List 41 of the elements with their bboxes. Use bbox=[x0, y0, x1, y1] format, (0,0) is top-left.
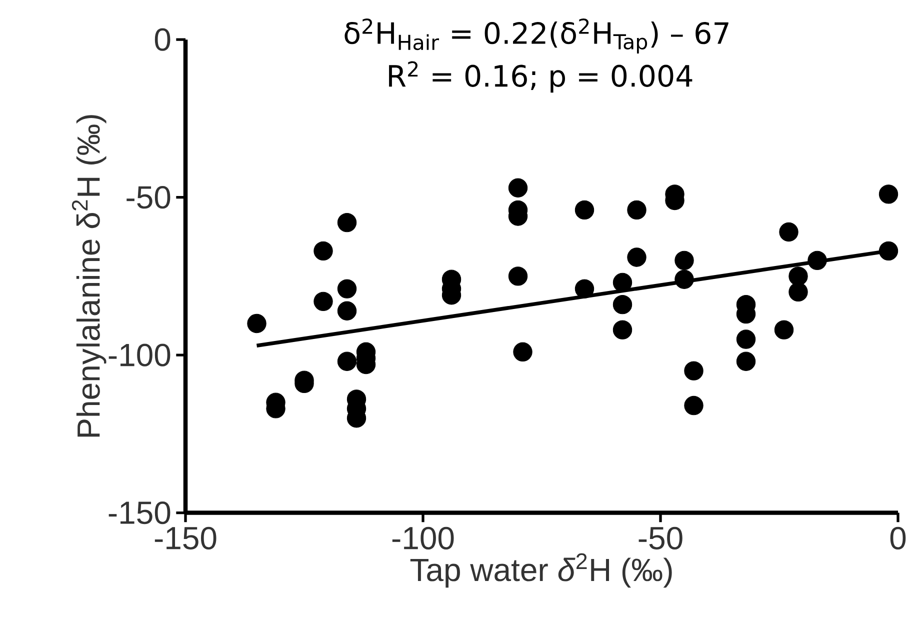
point bbox=[779, 222, 798, 242]
x-tick-label: 0 bbox=[890, 526, 906, 550]
point bbox=[314, 292, 333, 312]
point bbox=[674, 270, 694, 289]
y-tick-label: 0 bbox=[154, 28, 170, 51]
point bbox=[684, 361, 704, 380]
chart-title: δ$^{2}$H$_{Hair}$ = 0.22(δ$^{2}$H$_{Tap}$) – 67 bbox=[344, 18, 728, 54]
point bbox=[736, 330, 756, 349]
point bbox=[247, 314, 266, 334]
text: R$^{2}$ = 0.16; p = 0.004 bbox=[389, 61, 692, 93]
x-tick-label: -100 bbox=[392, 526, 454, 550]
point bbox=[337, 212, 357, 232]
point bbox=[513, 342, 532, 362]
point bbox=[574, 200, 594, 220]
point bbox=[788, 282, 808, 302]
point bbox=[627, 248, 646, 267]
point bbox=[774, 320, 794, 340]
x-axis-title: Tap water δ$^{2}$H (‰) bbox=[410, 553, 672, 588]
point bbox=[337, 279, 357, 298]
point bbox=[736, 352, 756, 371]
point bbox=[627, 200, 646, 220]
point bbox=[314, 241, 333, 261]
point bbox=[508, 178, 528, 198]
point bbox=[684, 396, 704, 416]
point bbox=[574, 279, 594, 298]
point bbox=[337, 352, 357, 371]
point bbox=[878, 184, 898, 204]
point bbox=[788, 266, 808, 286]
y-axis-title: Phenylalanine δ$^{2}$H (‰) bbox=[72, 115, 106, 437]
point bbox=[337, 301, 357, 320]
y-tick-label: -150 bbox=[108, 501, 170, 524]
point bbox=[878, 241, 898, 261]
x-tick-label: -50 bbox=[638, 526, 682, 550]
point bbox=[612, 294, 632, 314]
y-tick-label: -50 bbox=[126, 186, 170, 209]
point bbox=[674, 250, 694, 270]
point bbox=[808, 250, 827, 270]
x-tick-label: -150 bbox=[154, 526, 216, 550]
point bbox=[612, 320, 632, 340]
y-tick-label: -100 bbox=[108, 344, 170, 366]
point bbox=[508, 266, 528, 286]
